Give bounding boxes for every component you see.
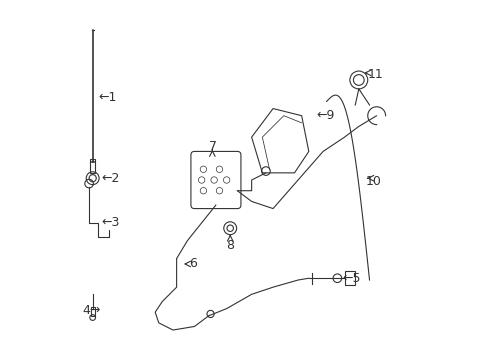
Text: 7: 7 [208, 140, 216, 153]
Text: 6: 6 [189, 257, 197, 270]
Text: 11: 11 [367, 68, 383, 81]
Text: ←1: ←1 [98, 91, 116, 104]
Bar [90, 158, 95, 173]
Bar [90, 307, 95, 316]
Text: ←2: ←2 [102, 172, 120, 185]
Text: 4→: 4→ [82, 304, 100, 317]
Text: 8: 8 [226, 239, 234, 252]
Text: ←9: ←9 [315, 109, 334, 122]
Text: 10: 10 [365, 175, 381, 188]
Text: ←5: ←5 [342, 272, 361, 285]
Text: ←3: ←3 [102, 216, 120, 229]
